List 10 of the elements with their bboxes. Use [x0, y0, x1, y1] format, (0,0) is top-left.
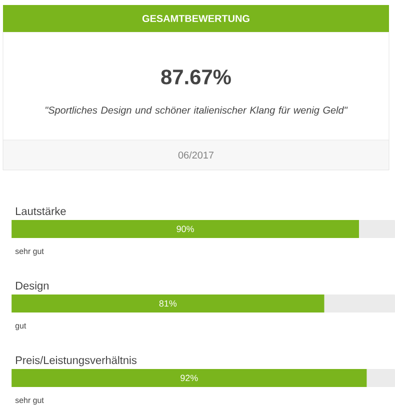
y-tick-label: Lautstärke [16, 207, 66, 216]
chart-title: GESAMTBEWERTUNG [142, 14, 250, 22]
text: 06/2017 [178, 151, 214, 159]
data-label: 90% [176, 226, 194, 232]
y-tick-label: Preis/Leistungsverhältnis [16, 356, 137, 366]
data-label: 92% [180, 374, 198, 382]
text: "Sportliches Design und schöner italienischer Klang für wenig Geld" [46, 106, 348, 116]
data-label: 81% [159, 300, 177, 307]
text: 87.67% [161, 70, 231, 84]
y-tick-label: Design [16, 282, 48, 292]
